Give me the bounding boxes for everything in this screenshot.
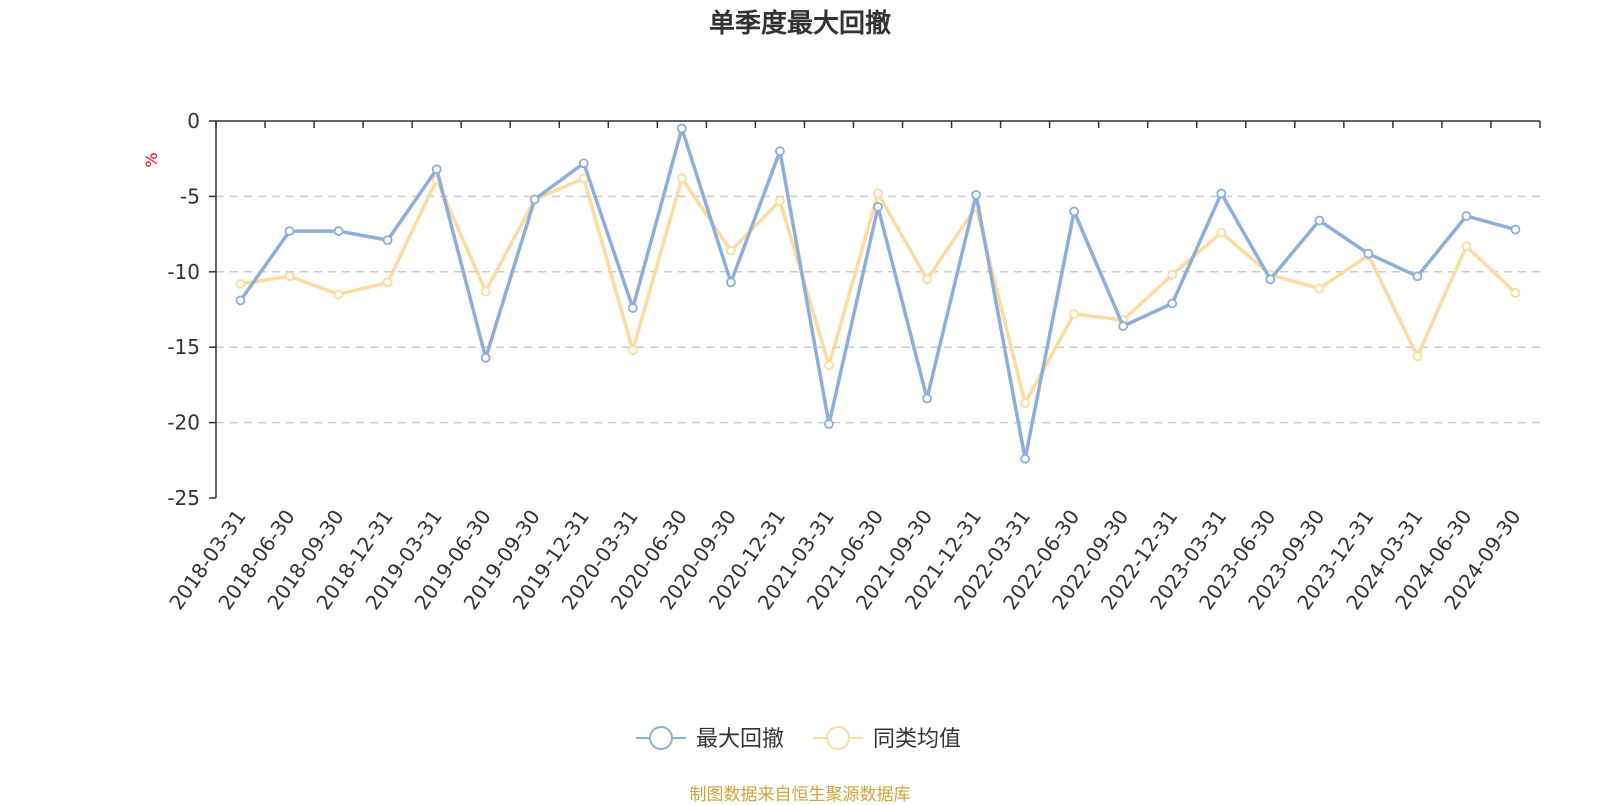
data-point <box>235 278 246 289</box>
grid-lines <box>216 195 1540 424</box>
data-point <box>1167 269 1178 280</box>
data-point <box>431 164 442 175</box>
data-point <box>1216 188 1227 199</box>
data-point <box>922 393 932 404</box>
series-最大回撤 <box>235 123 1521 464</box>
legend-label: 同类均值 <box>873 727 961 752</box>
data-point <box>333 289 344 300</box>
data-point <box>1069 206 1080 217</box>
data-point <box>922 274 932 285</box>
data-point <box>1314 283 1325 294</box>
data-point <box>873 202 883 212</box>
data-point <box>235 295 246 306</box>
data-point <box>873 188 883 199</box>
y-axis-unit: % <box>142 152 161 167</box>
data-point <box>824 360 834 371</box>
data-point <box>333 226 344 236</box>
data-point <box>1167 298 1178 309</box>
data-point <box>1412 351 1423 362</box>
data-point <box>1118 321 1129 331</box>
data-point <box>480 352 491 363</box>
data-point <box>627 345 638 356</box>
data-point <box>1412 271 1423 282</box>
data-point <box>480 286 491 297</box>
data-point <box>1069 309 1080 319</box>
y-tick-label: -15 <box>167 335 200 359</box>
data-point <box>725 245 736 256</box>
legend-swatch-marker <box>649 726 673 750</box>
series-line <box>239 126 1516 461</box>
data-point <box>725 277 736 288</box>
chart: 单季度最大回撤 % 0-5-10-15-20-252018-03-312018-… <box>142 8 1541 752</box>
y-tick-label: -5 <box>180 184 200 208</box>
data-point <box>775 146 785 157</box>
y-tick-label: 0 <box>187 109 200 133</box>
data-point <box>971 189 981 200</box>
legend-label: 最大回撤 <box>696 727 784 752</box>
data-point <box>676 123 687 134</box>
data-point <box>1461 211 1472 221</box>
legend-item[interactable]: 同类均值 <box>813 726 961 752</box>
legend-item[interactable]: 最大回撤 <box>636 726 784 752</box>
data-point <box>1020 453 1031 464</box>
data-point <box>578 158 589 169</box>
footer-source: 制图数据来自恒生聚源数据库 <box>689 785 911 805</box>
data-point <box>1265 274 1276 285</box>
data-point <box>1363 248 1374 259</box>
data-point <box>1510 224 1521 235</box>
data-point <box>382 235 393 246</box>
data-point <box>284 271 295 282</box>
plot-area <box>235 123 1521 464</box>
data-point <box>1510 288 1521 298</box>
data-point <box>676 173 687 184</box>
data-point <box>1314 215 1325 226</box>
data-point <box>382 277 393 288</box>
data-point <box>284 226 295 236</box>
y-tick-label: -10 <box>167 260 200 284</box>
axes: 0-5-10-15-20-252018-03-312018-06-302018-… <box>164 109 1541 614</box>
data-point <box>1461 241 1472 252</box>
data-point <box>529 194 540 205</box>
data-point <box>1216 227 1227 238</box>
data-point <box>775 196 785 206</box>
legend-swatch-marker <box>826 726 850 750</box>
data-point <box>627 303 638 313</box>
data-point <box>1020 398 1031 408</box>
y-tick-label: -25 <box>167 486 200 510</box>
data-point <box>824 419 834 430</box>
legend[interactable]: 最大回撤 同类均值 <box>636 726 961 752</box>
chart-title: 单季度最大回撤 <box>709 8 891 39</box>
y-tick-label: -20 <box>167 411 200 435</box>
